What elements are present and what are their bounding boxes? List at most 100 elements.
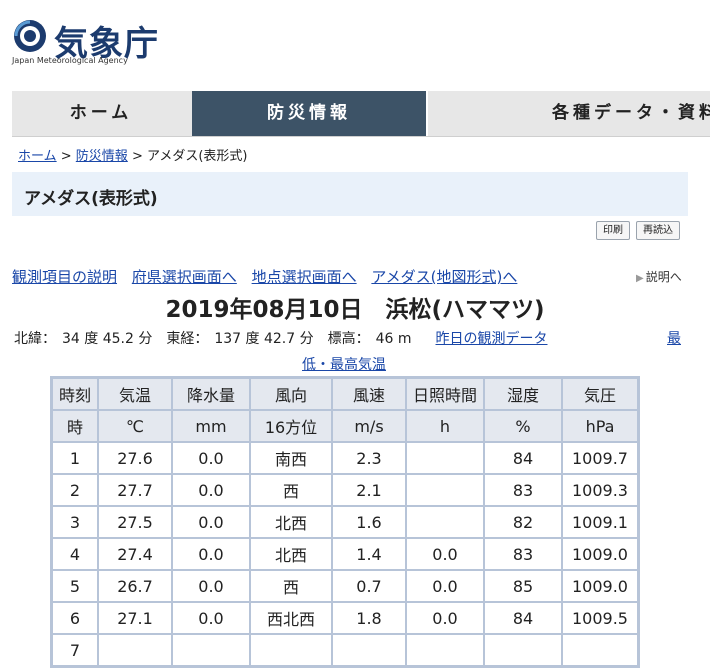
table-cell: 85: [483, 569, 563, 603]
lon-label: 東経：: [166, 331, 209, 347]
unit-cell: 時: [50, 409, 99, 443]
table-cell: 84: [483, 601, 563, 635]
station-coordinates: 北緯： 34 度 45.2 分東経： 137 度 42.7 分標高： 46 m 昨日の観…: [14, 328, 548, 348]
table-cell: 1009.0: [561, 569, 640, 603]
table-cell: 1.6: [331, 505, 407, 539]
org-name: 気象庁: [54, 24, 159, 64]
unit-cell: hPa: [561, 409, 640, 443]
table-header-row: 時刻 気温 降水量 風向 風速 日照時間 湿度 気圧: [50, 376, 640, 411]
explain-link[interactable]: ▶ 説明へ: [636, 268, 682, 285]
table-row: 4 27.4 0.0 北西 1.4 0.0 83 1009.0: [50, 537, 640, 571]
unit-cell: mm: [171, 409, 251, 443]
header-cell: 風速: [331, 376, 407, 411]
yesterday-data-link[interactable]: 昨日の観測データ: [435, 331, 548, 347]
table-cell: 1009.7: [561, 441, 640, 475]
station-title: 2019年08月10日 浜松(ハママツ): [165, 297, 545, 323]
table-cell: 7: [50, 633, 99, 668]
table-cell: 南西: [249, 441, 333, 475]
table-cell: 北西: [249, 505, 333, 539]
table-cell: [331, 633, 407, 668]
table-row: 6 27.1 0.0 西北西 1.8 0.0 84 1009.5: [50, 601, 640, 635]
table-cell: 西: [249, 569, 333, 603]
breadcrumb-current: アメダス(表形式): [146, 149, 248, 164]
table-cell: 0.0: [171, 537, 251, 571]
table-cell: 0.0: [171, 569, 251, 603]
explain-label: 説明へ: [645, 270, 682, 284]
nav-data[interactable]: 各種データ・資料: [552, 103, 710, 123]
table-cell: 4: [50, 537, 99, 571]
table-cell: [405, 633, 485, 668]
lat-value: 34 度 45.2 分: [62, 331, 153, 347]
table-cell: 北西: [249, 537, 333, 571]
table-cell: 1009.3: [561, 473, 640, 507]
amedas-map-link[interactable]: アメダス(地図形式)へ: [371, 268, 518, 286]
table-cell: [97, 633, 173, 668]
page-title-bar: アメダス(表形式): [12, 172, 688, 216]
observation-table: 時刻 気温 降水量 風向 風速 日照時間 湿度 気圧 時 ℃ mm 16方位 m…: [50, 376, 640, 668]
nav-bosai[interactable]: 防災情報: [192, 91, 426, 136]
unit-cell: h: [405, 409, 485, 443]
table-cell: 83: [483, 473, 563, 507]
print-button[interactable]: 印刷: [596, 221, 630, 240]
table-cell: [249, 633, 333, 668]
table-cell: [405, 473, 485, 507]
breadcrumb-home[interactable]: ホーム: [18, 149, 57, 164]
breadcrumb-bosai[interactable]: 防災情報: [75, 149, 128, 164]
nav-divider: [426, 91, 428, 136]
table-cell: 27.5: [97, 505, 173, 539]
header-cell: 時刻: [50, 376, 99, 411]
table-unit-row: 時 ℃ mm 16方位 m/s h % hPa: [50, 409, 640, 443]
table-cell: 27.4: [97, 537, 173, 571]
table-row: 7: [50, 633, 640, 668]
table-cell: 0.0: [171, 441, 251, 475]
table-cell: 0.0: [405, 601, 485, 635]
table-cell: 0.0: [405, 537, 485, 571]
alt-value: 46 m: [375, 331, 412, 347]
table-cell: [171, 633, 251, 668]
table-cell: [561, 633, 640, 668]
reload-button[interactable]: 再読込: [636, 221, 680, 240]
table-cell: 0.0: [171, 601, 251, 635]
table-cell: 西: [249, 473, 333, 507]
table-cell: 5: [50, 569, 99, 603]
nav-home[interactable]: ホーム: [69, 103, 133, 123]
breadcrumb-sep: >: [127, 149, 147, 164]
table-row: 5 26.7 0.0 西 0.7 0.0 85 1009.0: [50, 569, 640, 603]
unit-cell: 16方位: [249, 409, 333, 443]
table-cell: 0.0: [171, 505, 251, 539]
table-cell: 6: [50, 601, 99, 635]
table-cell: 83: [483, 537, 563, 571]
triangle-right-icon: ▶: [636, 273, 644, 284]
low-high-temp-link-cont[interactable]: 低・最高気温: [302, 357, 386, 373]
table-cell: 27.7: [97, 473, 173, 507]
header-cell: 気温: [97, 376, 173, 411]
header-cell: 日照時間: [405, 376, 485, 411]
breadcrumb-sep: >: [56, 149, 76, 164]
table-cell: 1009.1: [561, 505, 640, 539]
point-select-link[interactable]: 地点選択画面へ: [251, 268, 357, 286]
table-cell: [405, 441, 485, 475]
page-title: アメダス(表形式): [24, 189, 158, 209]
table-row: 2 27.7 0.0 西 2.1 83 1009.3: [50, 473, 640, 507]
table-cell: 27.6: [97, 441, 173, 475]
global-nav: ホーム 防災情報 各種データ・資料: [12, 91, 710, 137]
table-cell: 0.0: [405, 569, 485, 603]
table-cell: 2.3: [331, 441, 407, 475]
prefecture-select-link[interactable]: 府県選択画面へ: [131, 268, 237, 286]
table-cell: 1.8: [331, 601, 407, 635]
table-cell: 84: [483, 441, 563, 475]
table-cell: 1.4: [331, 537, 407, 571]
alt-label: 標高：: [327, 331, 370, 347]
table-cell: [483, 633, 563, 668]
table-cell: 3: [50, 505, 99, 539]
lon-value: 137 度 42.7 分: [214, 331, 314, 347]
table-cell: 26.7: [97, 569, 173, 603]
header-cell: 気圧: [561, 376, 640, 411]
item-explanation-link[interactable]: 観測項目の説明: [12, 268, 118, 286]
breadcrumb: ホーム > 防災情報 > アメダス(表形式): [18, 145, 247, 164]
lat-label: 北緯：: [14, 331, 56, 347]
jma-logo[interactable]: 気象庁 Japan Meteorological Agency: [12, 14, 212, 66]
low-high-temp-link[interactable]: 最: [667, 331, 681, 347]
unit-cell: ℃: [97, 409, 173, 443]
table-cell: 1009.5: [561, 601, 640, 635]
